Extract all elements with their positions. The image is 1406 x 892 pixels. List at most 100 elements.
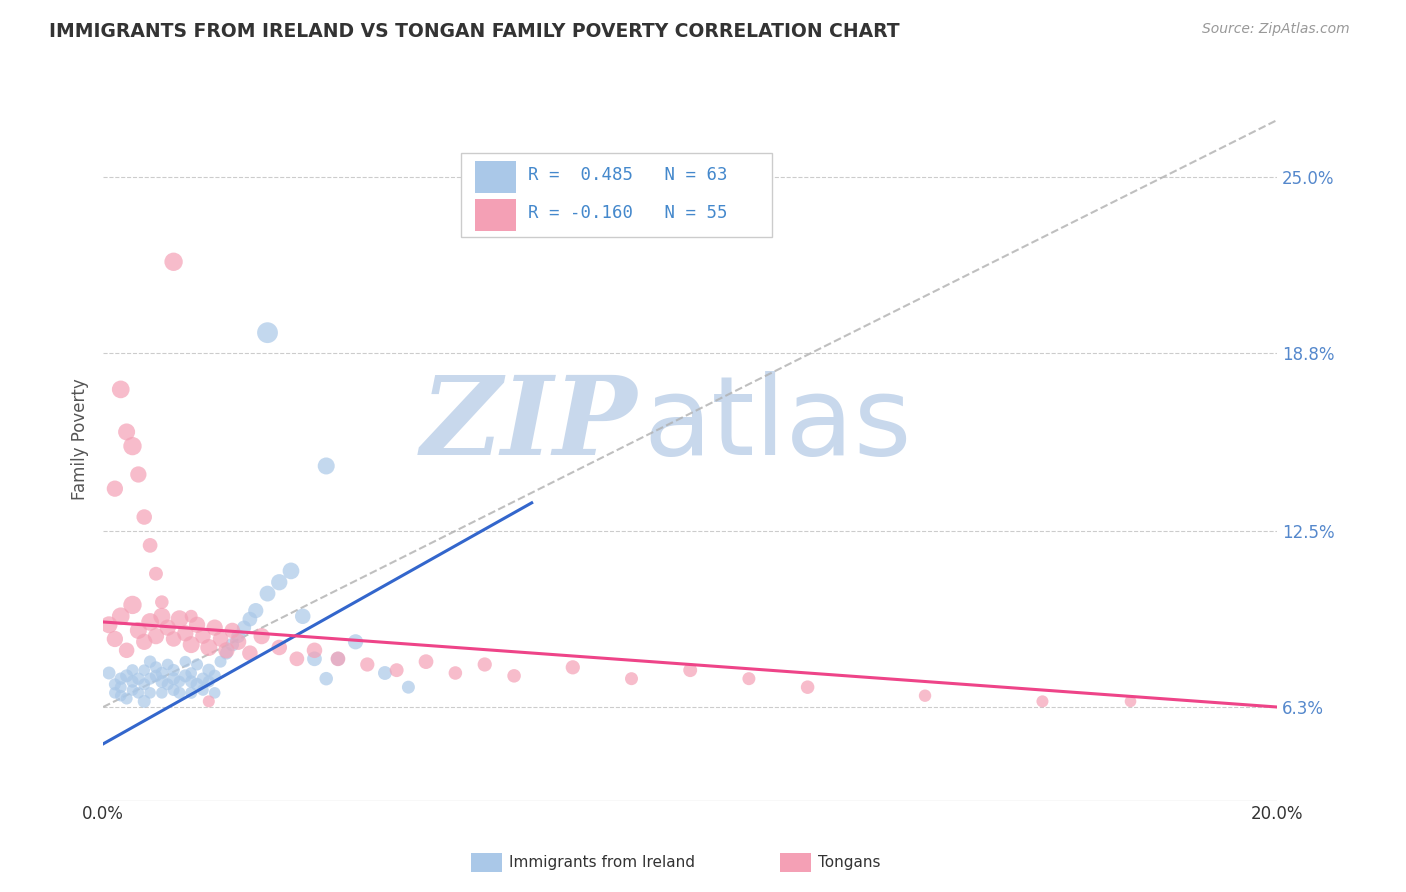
Bar	[475, 199, 516, 232]
Point	[256, 586, 278, 600]
Text: Immigrants from Ireland: Immigrants from Ireland	[509, 855, 695, 870]
Point	[150, 595, 173, 609]
Point	[239, 612, 262, 626]
Point	[174, 655, 197, 669]
Point	[156, 677, 179, 691]
Point	[134, 663, 156, 677]
Point	[344, 635, 367, 649]
Point	[110, 383, 132, 397]
Point	[285, 652, 308, 666]
FancyBboxPatch shape	[461, 153, 772, 236]
Point	[186, 657, 208, 672]
Point	[127, 624, 149, 638]
Point	[169, 674, 191, 689]
Point	[503, 669, 526, 683]
Point	[150, 609, 173, 624]
Point	[180, 638, 202, 652]
Point	[150, 674, 173, 689]
Point	[156, 657, 179, 672]
Point	[139, 655, 162, 669]
Point	[180, 674, 202, 689]
Point	[415, 655, 437, 669]
Point	[134, 510, 156, 524]
Point	[162, 254, 184, 268]
Point	[198, 640, 221, 655]
Point	[385, 663, 408, 677]
Point	[139, 538, 162, 552]
Point	[256, 326, 278, 340]
Y-axis label: Family Poverty: Family Poverty	[72, 378, 89, 500]
Point	[134, 694, 156, 708]
Point	[191, 672, 214, 686]
Point	[139, 686, 162, 700]
Point	[1031, 694, 1053, 708]
Point	[150, 665, 173, 680]
Point	[620, 672, 643, 686]
Point	[121, 674, 143, 689]
Point	[145, 566, 167, 581]
Point	[356, 657, 378, 672]
Point	[134, 677, 156, 691]
Point	[121, 439, 143, 453]
Point	[304, 652, 326, 666]
Point	[226, 635, 249, 649]
Point	[150, 686, 173, 700]
Point	[198, 674, 221, 689]
Point	[162, 663, 184, 677]
Point	[198, 663, 221, 677]
Point	[186, 677, 208, 691]
Point	[204, 686, 226, 700]
Point	[139, 615, 162, 629]
Point	[104, 482, 127, 496]
Point	[269, 640, 291, 655]
Point	[174, 626, 197, 640]
Point	[233, 621, 256, 635]
Point	[110, 672, 132, 686]
Bar	[475, 161, 516, 194]
Point	[104, 686, 127, 700]
Point	[326, 652, 349, 666]
Point	[139, 672, 162, 686]
Text: R =  0.485   N = 63: R = 0.485 N = 63	[529, 166, 728, 184]
Text: IMMIGRANTS FROM IRELAND VS TONGAN FAMILY POVERTY CORRELATION CHART: IMMIGRANTS FROM IRELAND VS TONGAN FAMILY…	[49, 22, 900, 41]
Point	[162, 683, 184, 698]
Point	[221, 624, 243, 638]
Point	[269, 575, 291, 590]
Point	[198, 694, 221, 708]
Point	[156, 621, 179, 635]
Point	[104, 677, 127, 691]
Point	[215, 646, 238, 660]
Point	[121, 683, 143, 698]
Point	[221, 638, 243, 652]
Point	[204, 621, 226, 635]
Point	[1119, 694, 1142, 708]
Text: R = -0.160   N = 55: R = -0.160 N = 55	[529, 204, 728, 222]
Point	[169, 686, 191, 700]
Point	[169, 612, 191, 626]
Text: atlas: atlas	[643, 371, 911, 478]
Point	[304, 643, 326, 657]
Point	[115, 425, 138, 439]
Point	[914, 689, 936, 703]
Point	[110, 689, 132, 703]
Point	[115, 691, 138, 706]
Point	[174, 669, 197, 683]
Point	[98, 617, 121, 632]
Point	[121, 663, 143, 677]
Point	[191, 683, 214, 698]
Point	[110, 680, 132, 694]
Point	[204, 669, 226, 683]
Point	[226, 629, 249, 643]
Point	[127, 672, 149, 686]
Point	[127, 467, 149, 482]
Point	[209, 632, 232, 646]
Point	[115, 643, 138, 657]
Point	[796, 680, 818, 694]
Point	[245, 604, 267, 618]
Point	[280, 564, 302, 578]
Point	[474, 657, 496, 672]
Point	[315, 672, 337, 686]
Point	[186, 617, 208, 632]
Point	[315, 458, 337, 473]
Point	[127, 686, 149, 700]
